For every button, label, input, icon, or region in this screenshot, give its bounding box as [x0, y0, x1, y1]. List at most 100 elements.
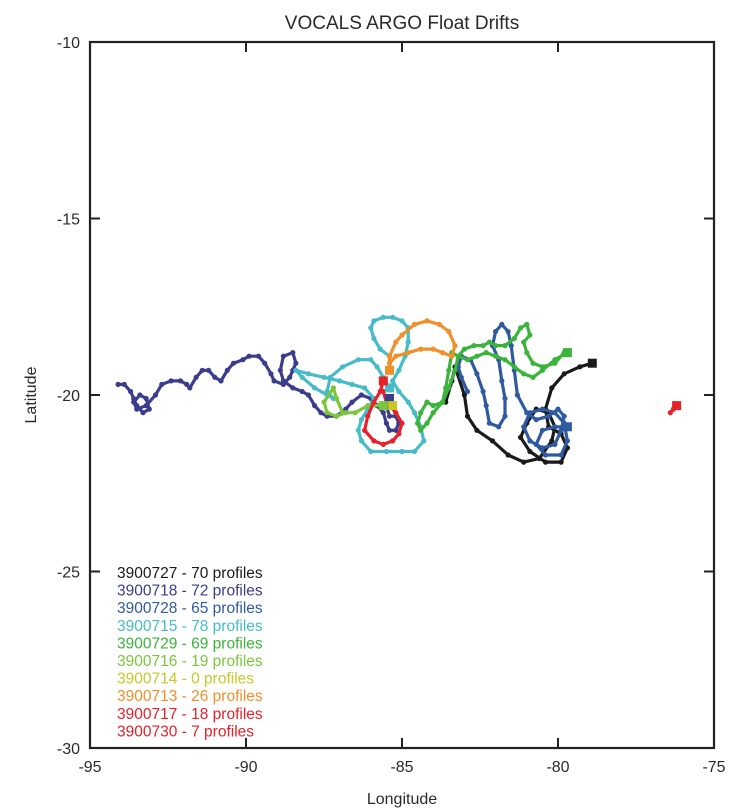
data-point: [159, 381, 165, 387]
axis-ticks: -95 -90 -85 -80 -75 -10 -15 -20 -25 -30: [57, 35, 726, 776]
data-point: [293, 367, 299, 373]
data-point: [552, 360, 558, 366]
data-point: [521, 371, 527, 377]
y-tick-label: -10: [57, 35, 80, 52]
data-point: [293, 360, 299, 366]
data-point: [505, 452, 511, 458]
data-point: [380, 441, 386, 447]
data-point: [418, 410, 424, 416]
legend-entry: 3900730 - 7 profiles: [117, 723, 254, 740]
end-marker-3900727: [587, 358, 597, 368]
data-point: [524, 321, 530, 327]
data-point: [424, 420, 430, 426]
data-point: [246, 353, 252, 359]
data-point: [418, 346, 424, 352]
data-point: [280, 353, 286, 359]
x-tick-label: -85: [390, 759, 413, 776]
data-point: [371, 438, 377, 444]
data-point: [312, 385, 318, 391]
data-point: [514, 392, 521, 398]
end-marker-3900714: [388, 401, 398, 411]
data-point: [299, 388, 305, 395]
data-point: [440, 399, 446, 405]
y-axis-label: Latitude: [23, 366, 40, 423]
data-point: [418, 427, 424, 433]
data-point: [290, 385, 296, 391]
data-point: [527, 448, 533, 455]
data-point: [449, 353, 455, 359]
data-point: [461, 346, 467, 352]
data-point: [452, 343, 458, 349]
data-point: [667, 410, 673, 416]
data-point: [143, 395, 149, 402]
data-point: [343, 410, 349, 416]
data-point: [499, 378, 505, 384]
data-point: [224, 367, 230, 373]
data-point: [542, 459, 549, 465]
data-point: [287, 374, 293, 380]
data-point: [480, 343, 486, 349]
data-point: [530, 374, 536, 380]
y-tick-label: -15: [57, 212, 80, 229]
data-point: [393, 410, 399, 416]
data-point: [474, 371, 480, 377]
data-point: [330, 385, 336, 391]
data-point: [271, 378, 277, 384]
data-point: [549, 385, 555, 391]
end-marker-3900718: [385, 394, 394, 403]
plot-area: [115, 314, 682, 465]
data-point: [199, 367, 205, 373]
data-point: [374, 364, 380, 370]
data-point: [393, 339, 399, 345]
data-point: [539, 427, 546, 433]
data-point: [446, 328, 452, 335]
data-point: [552, 424, 558, 430]
data-point: [558, 427, 564, 433]
x-axis-label: Longitude: [367, 791, 437, 808]
data-point: [168, 378, 174, 384]
data-point: [399, 332, 405, 338]
data-point: [446, 367, 452, 373]
data-point: [393, 353, 399, 359]
legend-entry: 3900717 - 18 profiles: [117, 706, 263, 723]
data-point: [399, 318, 405, 324]
data-point: [483, 350, 489, 356]
data-point: [327, 374, 333, 380]
end-marker-3900713: [385, 365, 394, 375]
data-point: [184, 381, 190, 387]
data-point: [386, 413, 393, 419]
data-point: [474, 427, 480, 433]
end-marker-3900728: [562, 422, 572, 432]
data-point: [365, 413, 371, 419]
data-point: [396, 388, 402, 395]
data-point: [362, 385, 368, 391]
series-line: [444, 361, 594, 464]
data-point: [455, 353, 461, 359]
data-point: [527, 410, 533, 416]
data-point: [505, 328, 511, 335]
data-point: [206, 367, 212, 373]
series-1: [443, 360, 595, 465]
x-tick-label: -90: [234, 759, 257, 776]
data-point: [131, 395, 137, 402]
data-point: [471, 343, 477, 349]
data-point: [521, 339, 527, 345]
data-point: [386, 360, 393, 366]
data-point: [140, 410, 146, 416]
data-point: [421, 438, 427, 444]
data-point: [480, 388, 486, 395]
data-point: [390, 314, 396, 320]
data-point: [524, 350, 530, 356]
data-point: [115, 381, 121, 387]
data-point: [493, 343, 499, 349]
data-point: [152, 392, 159, 398]
data-point: [411, 448, 418, 455]
data-point: [493, 328, 499, 335]
data-point: [340, 364, 346, 370]
data-point: [424, 318, 430, 324]
data-point: [558, 459, 564, 465]
data-point: [299, 374, 305, 380]
data-point: [343, 406, 349, 412]
data-point: [558, 452, 564, 458]
